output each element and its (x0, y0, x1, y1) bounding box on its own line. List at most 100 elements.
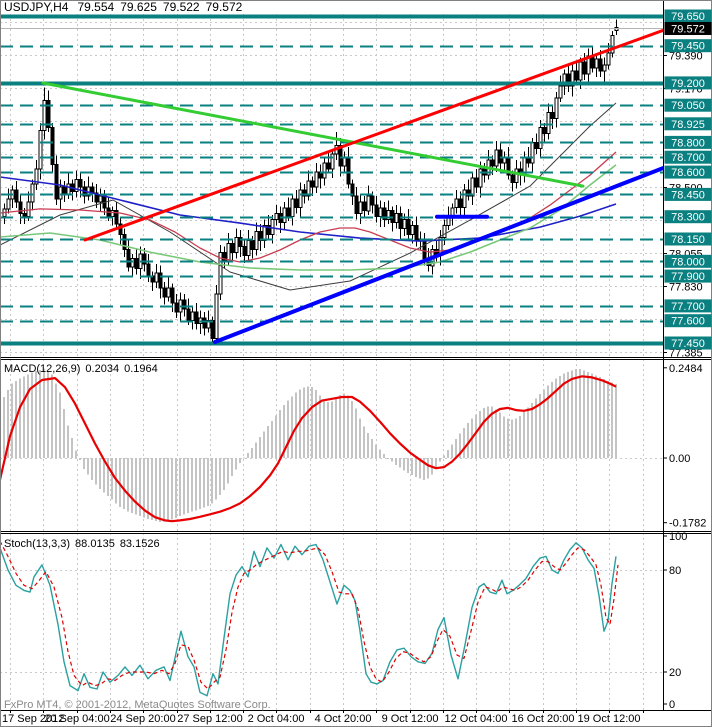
current-price-badge (664, 22, 712, 35)
candle-up (282, 207, 287, 224)
price-level-badge (664, 76, 712, 90)
price-level-badge-label: 78.700 (671, 152, 705, 164)
macd-bar (507, 418, 509, 458)
candle-up (410, 225, 415, 236)
candle-down (326, 162, 331, 170)
macd-bar (347, 395, 349, 458)
macd-bar (423, 458, 425, 480)
candle-down (382, 207, 387, 221)
candle-up (606, 52, 611, 66)
candle-up (234, 237, 239, 253)
macd-bar (415, 458, 417, 478)
macd-bar (459, 433, 461, 458)
candle-up (322, 162, 327, 179)
macd-bar (147, 458, 149, 519)
candle-down (370, 195, 375, 206)
price-level-badge-label: 78.800 (671, 137, 705, 149)
macd-panel-area[interactable] (0, 359, 663, 531)
candle-up (214, 293, 219, 340)
macd-bar (579, 369, 581, 458)
candle-up (514, 168, 519, 184)
macd-bar (607, 380, 609, 458)
candle-up (166, 287, 171, 298)
candle-up (386, 210, 391, 221)
macd-bar (171, 458, 173, 520)
macd-plot (0, 368, 617, 523)
candle-down (474, 177, 479, 188)
macd-bar (107, 458, 109, 497)
macd-bar (179, 458, 181, 517)
macd-bar (31, 372, 33, 458)
candle-up (546, 112, 551, 134)
candle-down (158, 272, 163, 289)
macd-bar (215, 458, 217, 500)
candle-down (582, 61, 587, 75)
macd-bar (19, 378, 21, 458)
time-axis-area[interactable] (0, 710, 712, 727)
macd-bar (79, 458, 81, 460)
macd-bar (111, 458, 113, 500)
trendlines (41, 28, 663, 344)
candle-up (602, 64, 607, 72)
macd-bar (519, 415, 521, 458)
ma-black (0, 102, 617, 291)
macd-histogram (3, 368, 617, 522)
macd-bar (55, 383, 57, 458)
price-level-badge (664, 314, 712, 328)
time-label: 4 Oct 20:00 (315, 713, 372, 725)
macd-bar (71, 438, 73, 458)
candle-down (118, 223, 123, 236)
macd-bar (291, 396, 293, 458)
price-levels (0, 14, 663, 346)
macd-bar (503, 416, 505, 458)
price-level-badge-label: 78.450 (671, 189, 705, 201)
candle-up (470, 177, 475, 197)
macd-bar (195, 458, 197, 511)
candle-up (558, 85, 563, 99)
macd-bar (467, 423, 469, 458)
chart-title: USDJPY,H4 79.554 79.625 79.522 79.572 (4, 0, 243, 14)
candle-down (18, 201, 23, 215)
macd-bar (239, 458, 241, 463)
candle-up (58, 186, 63, 200)
macd-bar (539, 394, 541, 458)
macd-bar (331, 401, 333, 458)
stoch-main-line (0, 542, 617, 697)
price-level-badge (664, 299, 712, 313)
macd-bar (603, 379, 605, 458)
stoch-plot (0, 540, 619, 697)
candle-down (350, 183, 355, 197)
macd-bar (419, 458, 421, 479)
main-chart-area[interactable] (0, 0, 663, 357)
candle-down (182, 299, 187, 310)
price-level-badge (664, 117, 712, 131)
macd-bar (407, 458, 409, 473)
price-axis: 79.39079.17078.50078.05577.83077.38579.6… (663, 9, 712, 711)
candle-down (174, 302, 179, 313)
macd-bar (99, 458, 101, 489)
macd-bar (355, 408, 357, 458)
price-level-badge-label: 78.925 (671, 119, 705, 131)
macd-bar (567, 371, 569, 458)
macd-bar (571, 370, 573, 458)
macd-bar (543, 389, 545, 458)
macd-bar (167, 458, 169, 521)
candle-down (458, 198, 463, 209)
candle-down (574, 70, 579, 81)
macd-bar (11, 383, 13, 458)
macd-bar (343, 393, 345, 458)
macd-bar (67, 425, 69, 458)
macd-bar (247, 453, 249, 458)
macd-bar (271, 420, 273, 458)
price-level-badge (664, 336, 712, 350)
candle-up (38, 130, 43, 170)
candle-up (154, 272, 159, 283)
macd-bar (311, 386, 313, 458)
candle-down (142, 253, 147, 265)
macd-bar (35, 370, 37, 458)
stoch-panel-area[interactable] (0, 533, 663, 710)
price-axis-area[interactable] (663, 0, 712, 710)
time-axis: 17 Sep 201220 Sep 04:0024 Sep 20:0027 Se… (2, 710, 644, 725)
macd-bar (227, 458, 229, 484)
macd-axis-label: 0.00 (669, 453, 690, 465)
